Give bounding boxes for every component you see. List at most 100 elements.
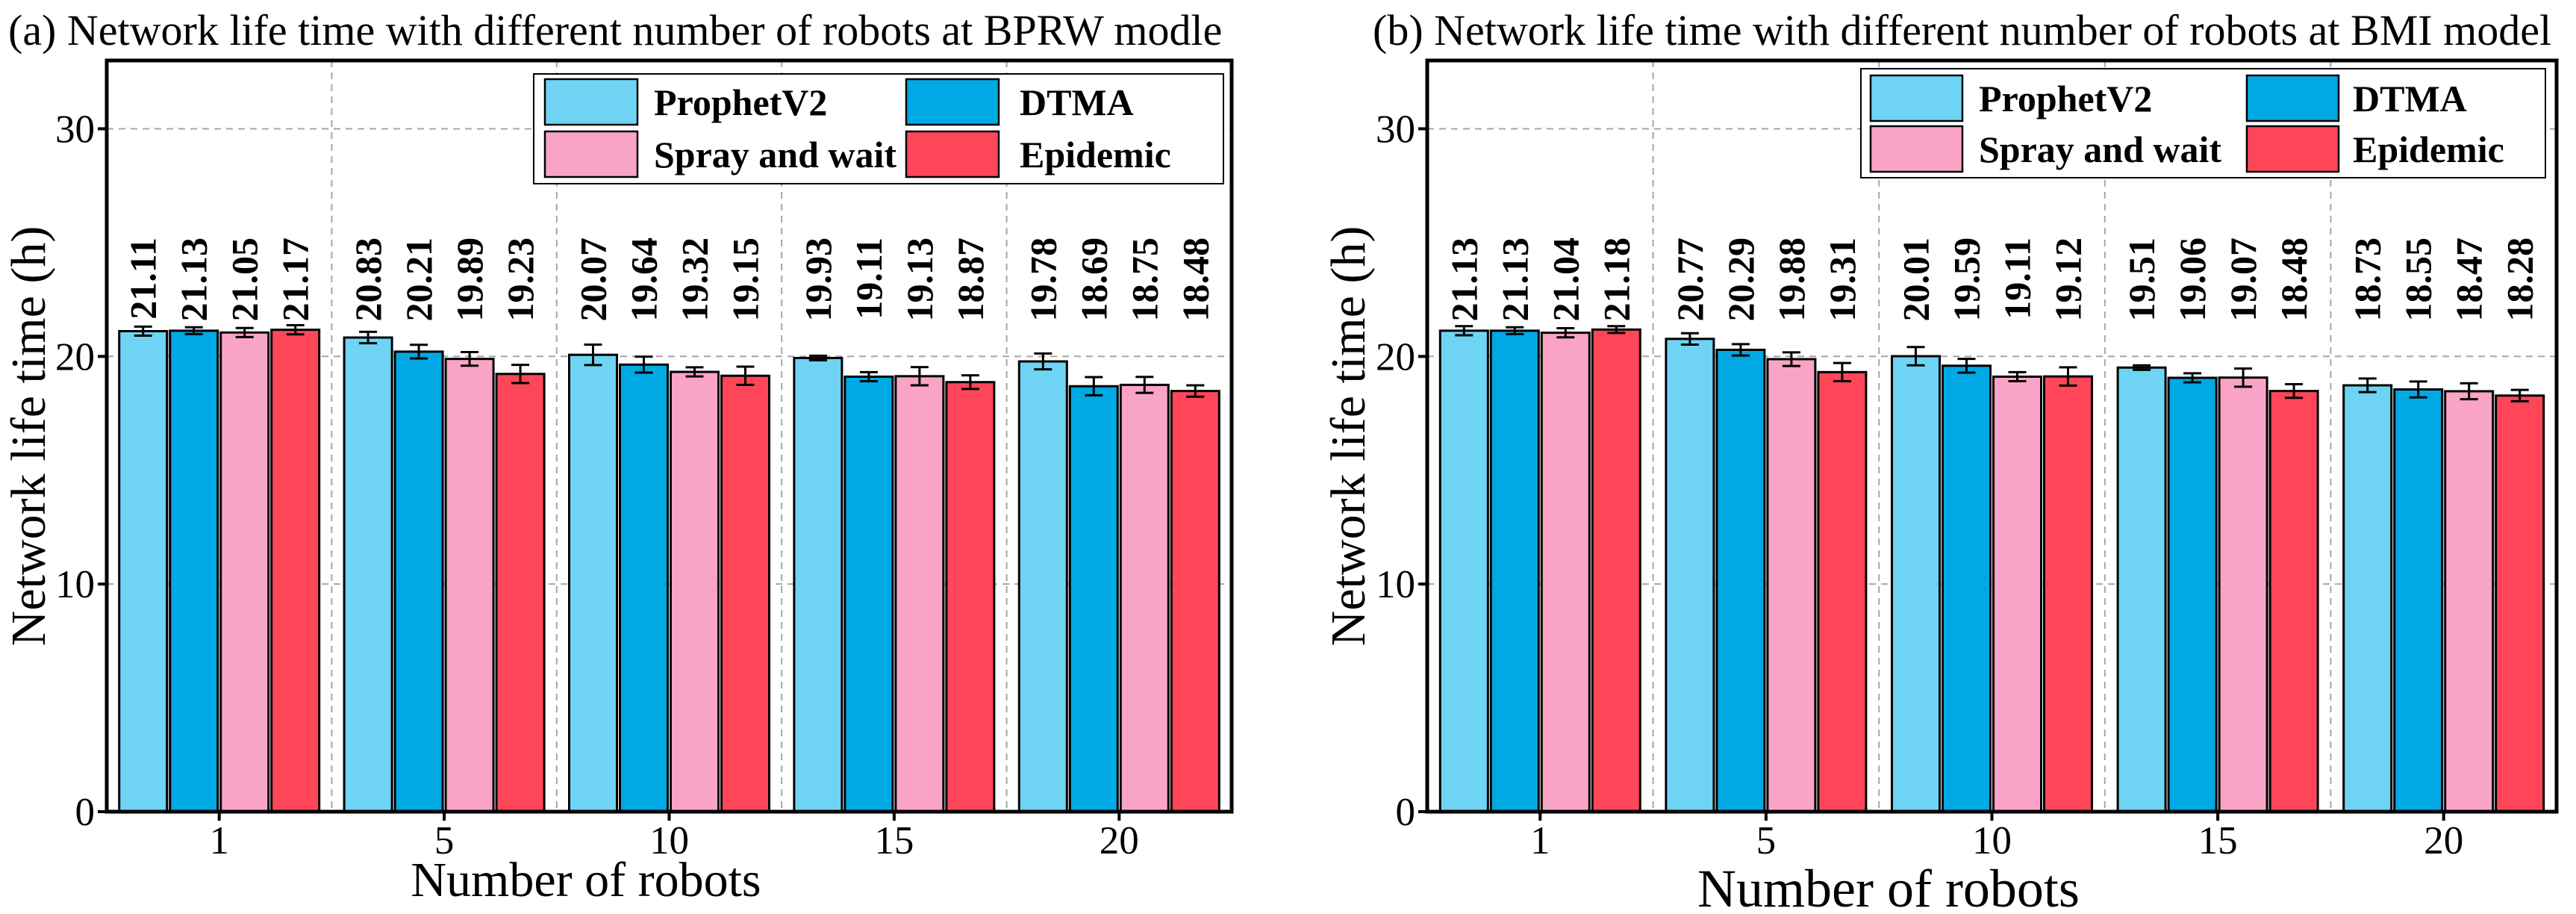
data-label-b-prophetv2-robots-5: 20.77 [1669, 237, 1711, 322]
data-label-b-dtma-robots-15: 19.06 [2171, 237, 2213, 322]
legend-label-b-epidemic: Epidemic [2353, 128, 2504, 170]
bar-a-spray-and-wait-robots-20 [1119, 383, 1170, 813]
legend-swatch-a-dtma [905, 78, 1000, 126]
bars-b [1438, 325, 2545, 813]
x-tick-label-a-5: 5 [434, 819, 455, 862]
x-tick-label-a-10: 10 [649, 819, 689, 862]
bar-a-prophetv2-robots-15 [793, 356, 843, 813]
x-tick-label-b-15: 15 [2198, 819, 2238, 862]
x-tick-label-b-10: 10 [1972, 819, 2012, 862]
error-bar-b-epidemic-robots-20 [2510, 388, 2529, 402]
legend-b: ProphetV2 DTMA Spray and wait Epidemic [1860, 68, 2546, 178]
data-label-a-spray-and-wait-robots-5: 19.89 [449, 237, 490, 322]
data-label-b-spray-and-wait-robots-20: 18.47 [2448, 237, 2490, 322]
error-bar-a-dtma-robots-20 [1085, 376, 1103, 397]
y-tick-label-b-20: 20 [1376, 335, 1415, 379]
error-bar-a-spray-and-wait-robots-10 [685, 366, 704, 378]
data-label-b-spray-and-wait-robots-10: 19.11 [1997, 237, 2039, 320]
bar-a-dtma-robots-1 [169, 329, 219, 813]
x-tick-label-b-5: 5 [1756, 819, 1777, 862]
data-label-b-epidemic-robots-15: 18.48 [2273, 237, 2315, 322]
y-tick-label-b-0: 0 [1396, 791, 1416, 834]
legend-swatch-b-epidemic [2245, 125, 2340, 173]
data-label-b-spray-and-wait-robots-5: 19.88 [1771, 237, 1812, 322]
error-bar-a-prophetv2-robots-20 [1034, 352, 1052, 371]
legend-label-a-spray-and-wait: Spray and wait [654, 134, 896, 175]
y-tick-label-a-10: 10 [55, 563, 95, 606]
bar-b-dtma-robots-20 [2393, 388, 2444, 813]
bar-a-dtma-robots-15 [843, 375, 894, 813]
error-bar-a-epidemic-robots-15 [961, 374, 979, 391]
data-label-b-dtma-robots-10: 19.59 [1946, 237, 1988, 322]
bar-b-dtma-robots-5 [1715, 348, 1766, 813]
x-axis-label-a: Number of robots [411, 853, 761, 907]
bar-b-dtma-robots-15 [2167, 376, 2218, 813]
data-label-a-prophetv2-robots-5: 20.83 [347, 237, 389, 322]
data-label-b-dtma-robots-20: 18.55 [2398, 237, 2439, 322]
bar-a-prophetv2-robots-5 [343, 336, 393, 813]
error-bar-b-epidemic-robots-15 [2285, 382, 2304, 400]
data-label-b-epidemic-robots-20: 18.28 [2499, 237, 2541, 322]
bars-a [118, 324, 1220, 813]
bar-b-prophetv2-robots-20 [2342, 384, 2393, 813]
error-bar-b-spray-and-wait-robots-15 [2234, 367, 2253, 388]
legend-label-a-epidemic: Epidemic [1020, 134, 1171, 175]
legend-label-a-prophetv2: ProphetV2 [654, 81, 827, 123]
bar-b-epidemic-robots-20 [2495, 394, 2545, 813]
data-label-b-dtma-robots-5: 20.29 [1720, 237, 1762, 322]
data-label-b-prophetv2-robots-15: 19.51 [2121, 237, 2162, 322]
data-label-b-prophetv2-robots-20: 18.73 [2347, 237, 2389, 322]
error-bar-a-prophetv2-robots-15 [808, 354, 827, 361]
legend-label-a-dtma: DTMA [1020, 81, 1134, 123]
data-label-a-spray-and-wait-robots-20: 18.75 [1123, 237, 1165, 322]
error-bar-a-epidemic-robots-5 [511, 364, 530, 385]
error-bar-b-prophetv2-robots-1 [1455, 325, 1473, 337]
error-bar-a-spray-and-wait-robots-15 [910, 366, 929, 387]
bar-b-prophetv2-robots-15 [2116, 366, 2167, 813]
data-label-a-prophetv2-robots-20: 19.78 [1022, 237, 1064, 322]
data-label-a-epidemic-robots-10: 19.15 [725, 237, 767, 322]
bar-a-dtma-robots-10 [619, 363, 669, 813]
legend-label-b-dtma: DTMA [2353, 78, 2467, 119]
legend-item-a-epidemic: Epidemic [905, 130, 1171, 178]
bar-a-prophetv2-robots-1 [118, 329, 169, 813]
data-labels-a: 21.11 20.83 20.07 19.93 19.78 21.13 20.21 19.64… [122, 237, 1217, 322]
legend-label-b-spray-and-wait: Spray and wait [1979, 128, 2221, 170]
data-label-a-dtma-robots-5: 20.21 [398, 237, 440, 322]
bar-b-spray-and-wait-robots-10 [1992, 375, 2042, 813]
error-bar-b-spray-and-wait-robots-5 [1782, 351, 1800, 367]
error-bar-b-epidemic-robots-10 [2059, 366, 2077, 387]
error-bar-b-spray-and-wait-robots-1 [1556, 327, 1575, 339]
data-label-b-spray-and-wait-robots-1: 21.04 [1544, 237, 1586, 322]
data-label-a-dtma-robots-1: 21.13 [173, 237, 215, 322]
data-label-b-spray-and-wait-robots-15: 19.07 [2222, 237, 2264, 322]
data-label-b-epidemic-robots-1: 21.18 [1595, 237, 1637, 322]
error-bar-a-dtma-robots-1 [184, 326, 203, 335]
error-bar-a-epidemic-robots-10 [736, 365, 755, 386]
legend-item-b-spray-and-wait: Spray and wait [1869, 125, 2221, 173]
y-tick-label-a-20: 20 [55, 335, 95, 379]
bar-a-dtma-robots-20 [1068, 385, 1119, 813]
error-bar-a-prophetv2-robots-10 [584, 343, 602, 367]
data-label-a-prophetv2-robots-10: 20.07 [573, 237, 614, 322]
legend-item-a-spray-and-wait: Spray and wait [543, 130, 896, 178]
data-label-a-spray-and-wait-robots-1: 21.05 [224, 237, 266, 322]
legend-a: ProphetV2 DTMA Spray and wait Epidemic [533, 73, 1224, 184]
bar-b-dtma-robots-1 [1489, 329, 1540, 813]
error-bar-b-spray-and-wait-robots-10 [2008, 370, 2027, 383]
data-label-a-dtma-robots-15: 19.11 [848, 237, 890, 320]
bar-b-epidemic-robots-10 [2043, 375, 2093, 813]
error-bar-b-dtma-robots-5 [1731, 343, 1750, 357]
bar-b-prophetv2-robots-1 [1438, 329, 1489, 813]
bar-b-epidemic-robots-5 [1817, 370, 1868, 813]
legend-swatch-a-prophetv2 [543, 78, 639, 126]
data-label-a-epidemic-robots-15: 18.87 [949, 237, 991, 322]
legend-swatch-a-epidemic [905, 130, 1000, 178]
data-label-a-epidemic-robots-1: 21.17 [275, 237, 316, 322]
error-bar-a-dtma-robots-5 [410, 343, 428, 360]
bar-a-spray-and-wait-robots-10 [670, 370, 720, 813]
